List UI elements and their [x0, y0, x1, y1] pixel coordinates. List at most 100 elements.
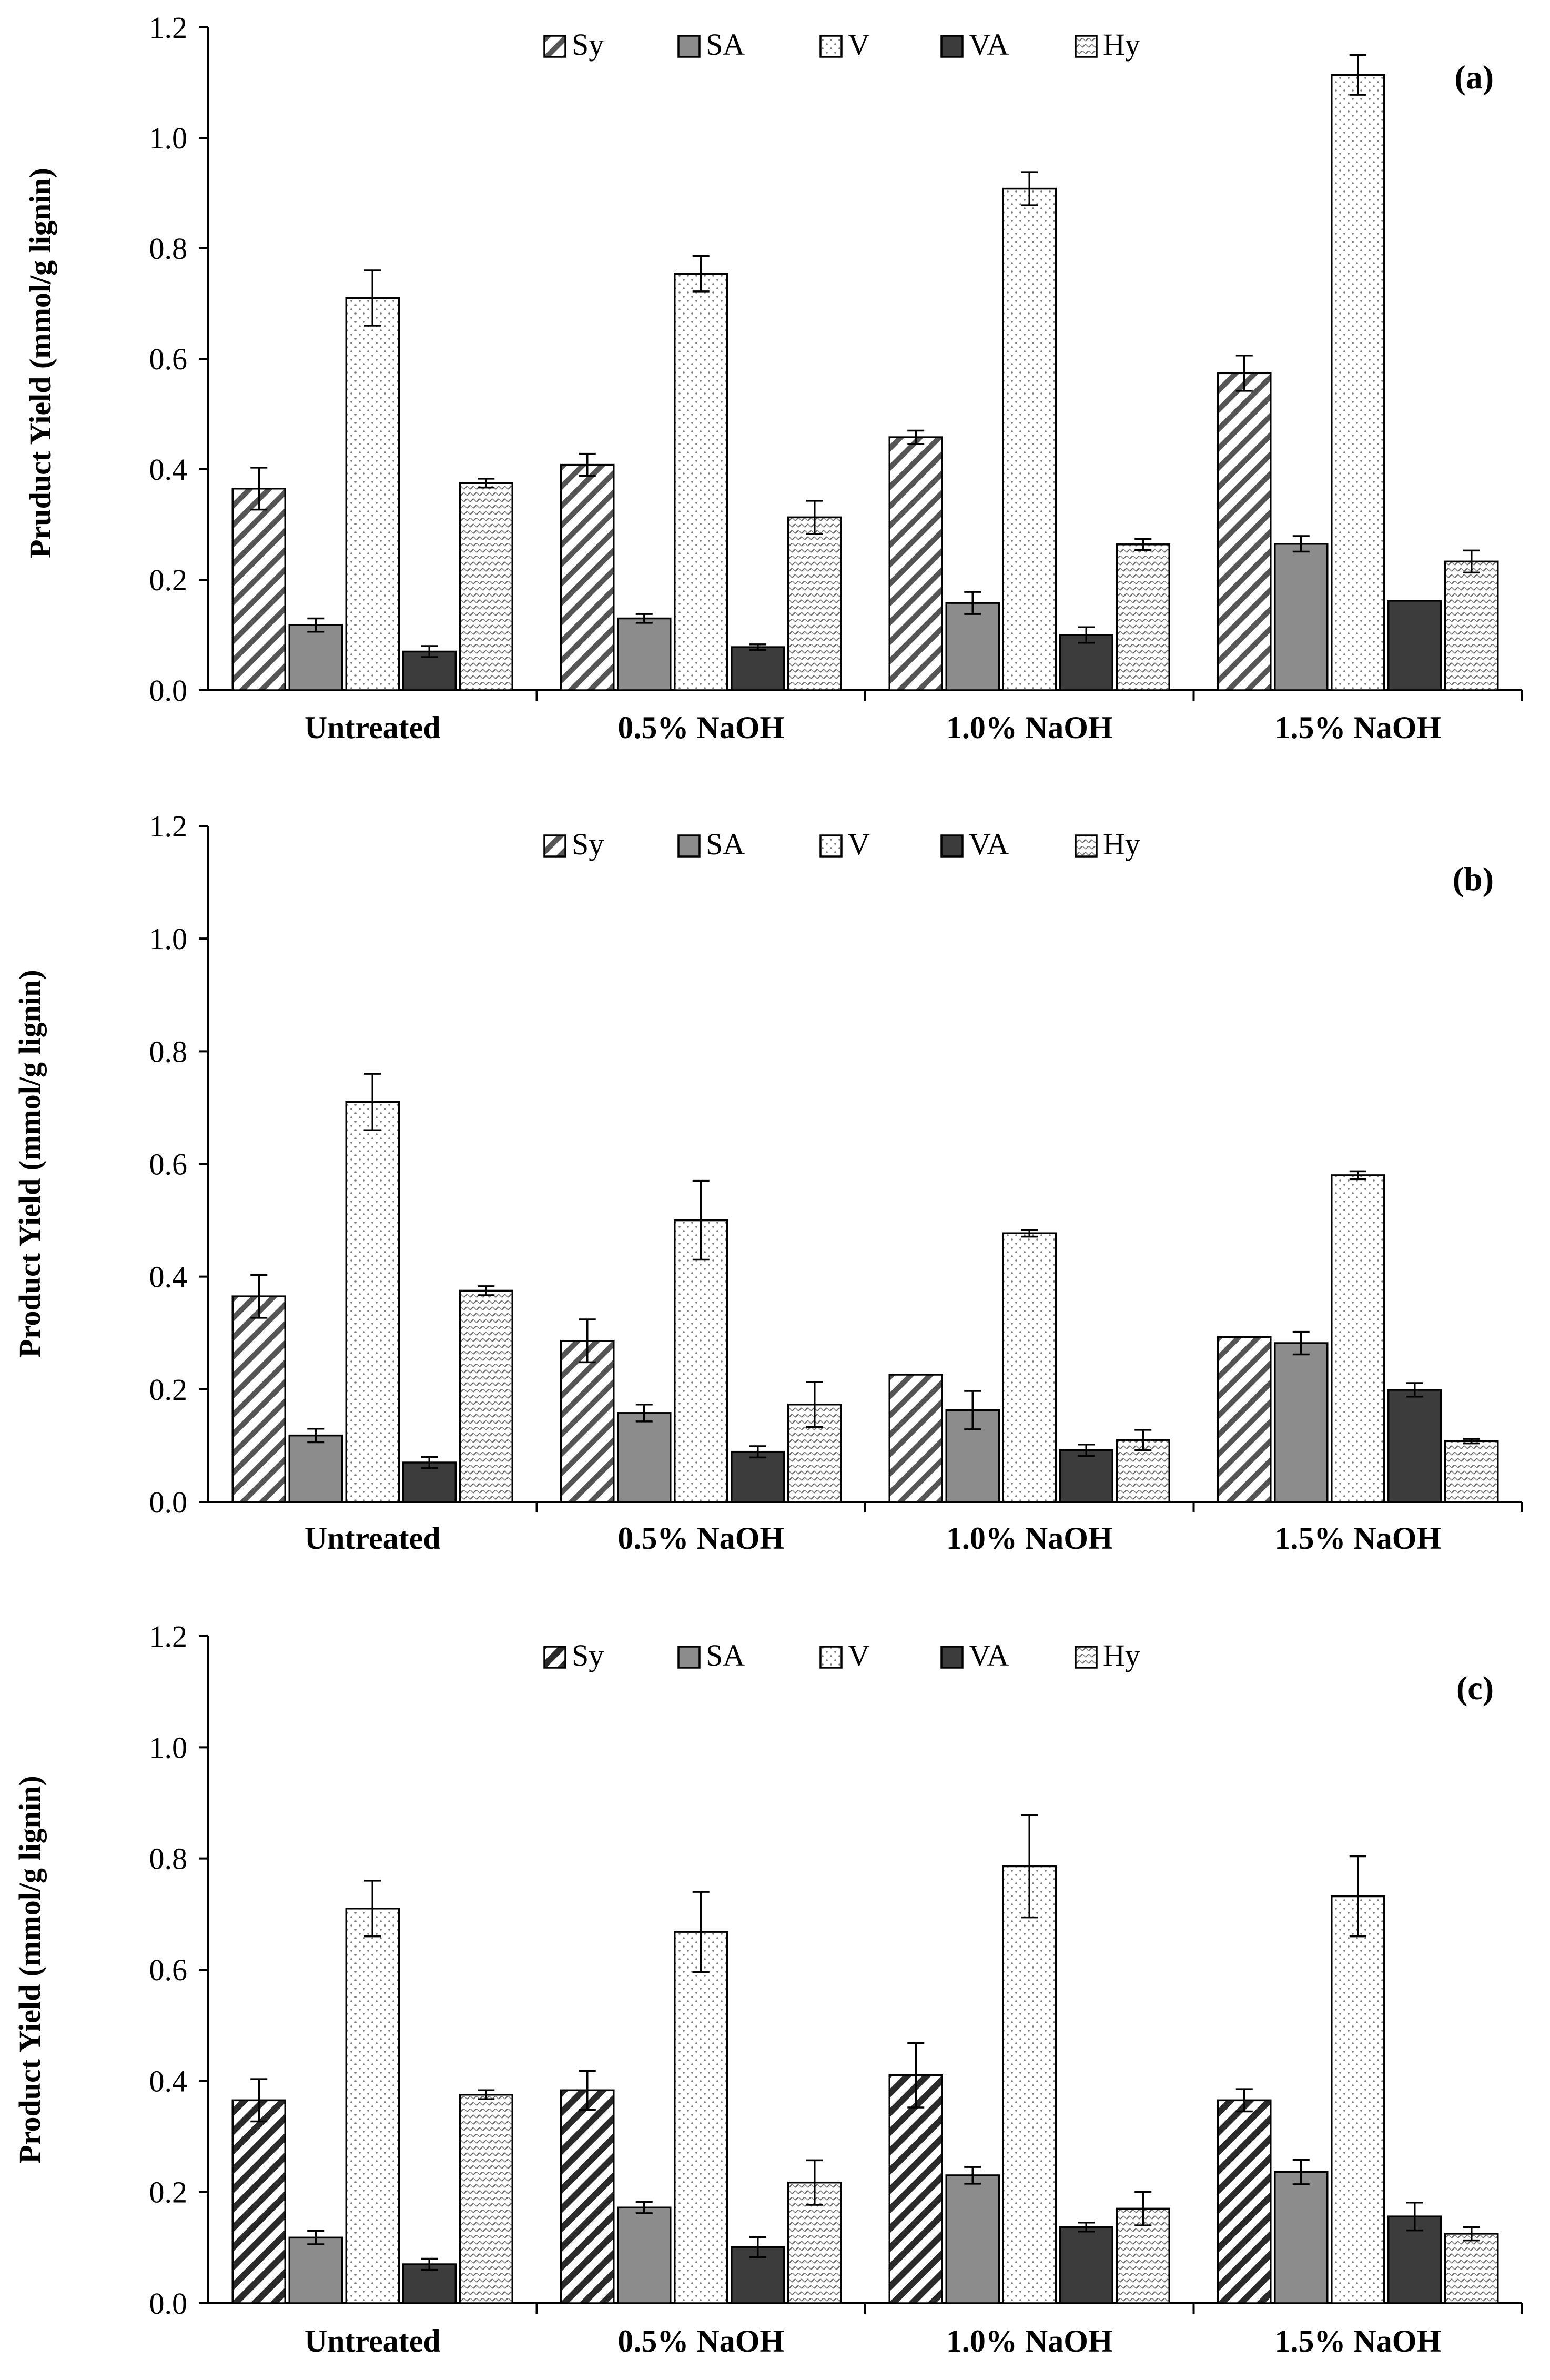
- y-tick-label: 0.6: [149, 1953, 188, 1987]
- bar-va-0-5-naoh: [731, 1450, 785, 1503]
- y-tick-label: 0.0: [149, 1485, 188, 1519]
- error-bar-hy-0-5-naoh: [806, 500, 823, 535]
- error-bar-v-1-0-naoh: [1021, 171, 1038, 206]
- legend-label-va: VA: [969, 1638, 1009, 1672]
- legend-item-v: V: [819, 1638, 870, 1672]
- error-bar-sy-0-5-naoh: [579, 452, 596, 477]
- error-bar-va-0-5-naoh: [749, 2236, 766, 2258]
- legend-label-va: VA: [969, 827, 1009, 861]
- error-bar-va-0-5-naoh: [749, 643, 766, 651]
- legend-swatch-sa: [677, 834, 701, 858]
- error-bar-v-1-0-naoh: [1021, 1814, 1038, 1919]
- bar-va-untreated: [402, 2263, 457, 2304]
- y-tick-label: 0.0: [149, 673, 188, 708]
- bar-sy-untreated: [231, 2099, 286, 2304]
- legend-swatch-va: [940, 35, 964, 58]
- category-label-untreated: Untreated: [305, 1521, 441, 1556]
- legend-label-va: VA: [969, 27, 1009, 62]
- category-label-0-5-naoh: 0.5% NaOH: [617, 1521, 784, 1556]
- bar-sa-untreated: [288, 624, 343, 691]
- y-tick-label: 1.0: [149, 922, 188, 956]
- legend-swatch-sa: [677, 35, 701, 58]
- y-axis-label: Product Yield (mmol/g lignin): [13, 1776, 47, 2163]
- error-bar-sy-1-0-naoh: [907, 2042, 925, 2109]
- legend-label-hy: Hy: [1103, 827, 1140, 861]
- bar-v-untreated: [345, 1101, 400, 1503]
- chart-panel-b: 0.0 0.2 0.4 0.6 0.8 1.0 1.2 Untreated 0.5% NaOH 1…: [13, 809, 1523, 1556]
- y-tick-label: 0.2: [149, 563, 188, 597]
- error-bar-sa-1-5-naoh: [1292, 2159, 1310, 2185]
- bar-sy-1-5-naoh: [1217, 1336, 1272, 1503]
- bar-hy-0-5-naoh: [787, 516, 842, 691]
- y-tick-label: 1.2: [149, 809, 188, 843]
- bar-sy-untreated: [231, 1295, 286, 1503]
- category-label-1-0-naoh: 1.0% NaOH: [946, 2324, 1113, 2358]
- legend-swatch-hy: [1075, 35, 1098, 58]
- legend-swatch-sy: [543, 35, 566, 58]
- legend-label-sa: SA: [706, 827, 745, 861]
- error-bar-sy-untreated: [250, 1274, 268, 1319]
- error-bar-va-0-5-naoh: [749, 1445, 766, 1459]
- error-bar-v-1-0-naoh: [1021, 1229, 1038, 1238]
- category-label-1-5-naoh: 1.5% NaOH: [1274, 710, 1441, 745]
- y-tick-label: 1.0: [149, 1730, 188, 1764]
- bar-v-1-5-naoh: [1331, 74, 1385, 691]
- error-bar-v-untreated: [364, 269, 381, 327]
- error-bar-sa-0-5-naoh: [635, 2201, 653, 2214]
- legend-item-v: V: [819, 27, 870, 62]
- error-bar-sy-0-5-naoh: [579, 1318, 596, 1364]
- legend-swatch-sa: [677, 1646, 701, 1669]
- legend-label-sy: Sy: [572, 27, 604, 62]
- error-bar-hy-0-5-naoh: [806, 1381, 823, 1428]
- bar-sa-1-5-naoh: [1274, 2171, 1329, 2304]
- legend-item-va: VA: [940, 27, 1009, 62]
- error-bar-v-0-5-naoh: [692, 255, 710, 293]
- bar-va-untreated: [402, 1461, 457, 1503]
- error-bar-hy-1-0-naoh: [1134, 2191, 1152, 2226]
- error-bar-v-1-5-naoh: [1349, 1170, 1366, 1181]
- y-tick-label: 0.8: [149, 1034, 188, 1068]
- chart-panel-a: 0.0 0.2 0.4 0.6 0.8 1.0 1.2 Untreated 0.5% NaOH 1…: [23, 11, 1523, 745]
- y-tick-label: 0.2: [149, 1373, 188, 1407]
- y-axis-label: Pruduct Yield (mmol/g lignin): [23, 168, 57, 558]
- legend-label-sy: Sy: [572, 1638, 604, 1672]
- legend-item-sy: Sy: [543, 1638, 604, 1672]
- bar-hy-1-5-naoh: [1444, 560, 1499, 691]
- y-tick-label: 0.2: [149, 2175, 188, 2210]
- error-bar-hy-untreated: [478, 478, 495, 489]
- bar-hy-1-0-naoh: [1116, 543, 1170, 691]
- error-bar-sy-untreated: [250, 467, 268, 511]
- error-bar-sa-untreated: [307, 617, 325, 633]
- error-bar-v-untreated: [364, 1880, 381, 1938]
- legend-label-sy: Sy: [572, 827, 604, 861]
- legend-item-va: VA: [940, 827, 1009, 861]
- error-bar-sa-untreated: [307, 2230, 325, 2245]
- bar-v-1-0-naoh: [1002, 187, 1057, 691]
- bar-va-1-5-naoh: [1387, 600, 1442, 691]
- y-tick-label: 1.2: [149, 1619, 188, 1653]
- legend-label-v: V: [848, 827, 870, 861]
- bar-va-untreated: [402, 650, 457, 691]
- error-bar-hy-0-5-naoh: [806, 2159, 823, 2206]
- error-bar-hy-1-0-naoh: [1134, 1429, 1152, 1451]
- legend-item-sa: SA: [677, 827, 745, 861]
- bar-sy-0-5-naoh: [560, 463, 615, 691]
- bar-v-1-5-naoh: [1331, 1895, 1385, 2304]
- legend-item-hy: Hy: [1075, 1638, 1140, 1672]
- legend-item-hy: Hy: [1075, 827, 1140, 861]
- error-bar-va-1-0-naoh: [1078, 2222, 1095, 2233]
- legend-swatch-v: [819, 35, 843, 58]
- legend-label-sa: SA: [706, 1638, 745, 1672]
- error-bar-sa-untreated: [307, 1428, 325, 1444]
- error-bar-sy-1-5-naoh: [1235, 354, 1253, 392]
- bar-va-1-0-naoh: [1059, 2226, 1113, 2304]
- legend-item-sa: SA: [677, 1638, 745, 1672]
- y-tick-label: 1.2: [149, 11, 188, 45]
- bar-sa-0-5-naoh: [617, 617, 672, 691]
- y-tick-label: 0.0: [149, 2286, 188, 2321]
- chart-panel-c: 0.0 0.2 0.4 0.6 0.8 1.0 1.2 Untreated 0.5% NaOH 1…: [13, 1619, 1523, 2358]
- bar-sa-untreated: [288, 2236, 343, 2304]
- y-tick-label: 0.8: [149, 231, 188, 266]
- bar-v-untreated: [345, 297, 400, 691]
- bar-va-1-0-naoh: [1059, 1449, 1113, 1503]
